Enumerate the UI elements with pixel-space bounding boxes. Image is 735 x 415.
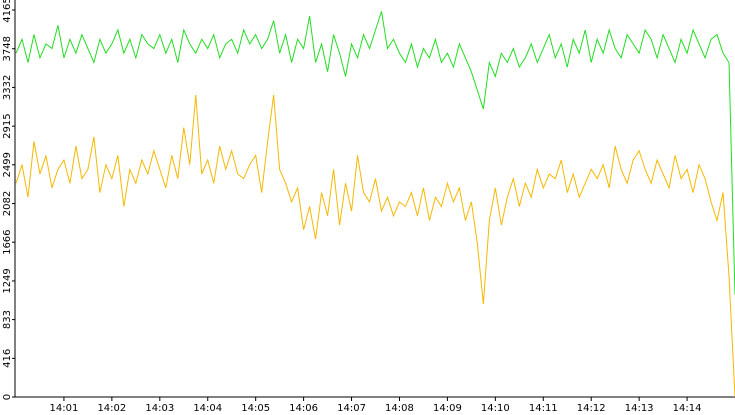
x-tick-label: 14:02	[97, 403, 126, 414]
y-tick-label: 833	[2, 310, 13, 329]
x-tick-label: 14:06	[289, 403, 318, 414]
y-tick-label: 1666	[2, 229, 13, 254]
y-tick-label: 3332	[2, 75, 13, 100]
x-tick-label: 14:08	[385, 403, 414, 414]
x-tick-label: 14:03	[145, 403, 174, 414]
y-tick-label: 0	[2, 394, 13, 400]
x-tick-label: 14:01	[50, 403, 79, 414]
x-tick-label: 14:11	[529, 403, 558, 414]
x-tick-label: 14:07	[337, 403, 366, 414]
y-tick-label: 1249	[2, 268, 13, 293]
y-tick-label: 4165	[2, 0, 13, 23]
y-tick-label: 2915	[2, 113, 13, 138]
y-tick-label: 416	[2, 349, 13, 368]
x-tick-label: 14:13	[625, 403, 654, 414]
x-tick-label: 14:05	[241, 403, 270, 414]
x-tick-label: 14:04	[193, 403, 222, 414]
x-tick-label: 14:09	[433, 403, 462, 414]
series-line	[15, 94, 735, 398]
y-tick-label: 2499	[2, 152, 13, 177]
y-tick-label: 3748	[2, 36, 13, 61]
x-tick-label: 14:10	[481, 403, 510, 414]
x-tick-label: 14:12	[577, 403, 606, 414]
x-tick-label: 14:14	[673, 403, 702, 414]
y-tick-label: 2082	[2, 191, 13, 216]
series-line	[15, 11, 735, 295]
